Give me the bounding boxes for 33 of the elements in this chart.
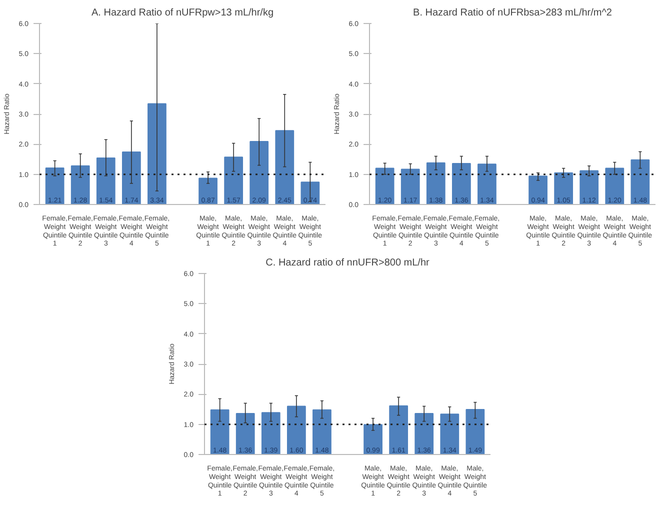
bar	[605, 168, 624, 204]
bar	[400, 168, 420, 204]
bar	[580, 170, 599, 204]
bar	[275, 130, 294, 204]
bar	[414, 412, 434, 454]
bar	[528, 176, 548, 204]
bar	[312, 409, 332, 454]
bar	[554, 172, 574, 204]
chart-title: A. Hazard Ratio of nUFRpw>13 mL/hr/kg	[91, 8, 274, 18]
bar	[440, 414, 460, 454]
bar	[261, 412, 280, 454]
bar	[375, 168, 394, 204]
bar	[466, 409, 485, 454]
bar	[224, 156, 244, 204]
bar	[70, 165, 90, 204]
bar	[96, 158, 116, 204]
bar	[286, 406, 306, 454]
bar	[426, 162, 446, 204]
bar	[300, 182, 320, 204]
bar	[452, 162, 471, 204]
bar	[389, 405, 408, 454]
bar	[364, 424, 382, 454]
bar	[236, 412, 255, 454]
bar	[250, 140, 269, 204]
bar	[630, 159, 650, 204]
chart-title: B. Hazard Ratio of nUFRbsa>283 mL/hr/m^2	[413, 8, 612, 18]
bar	[122, 152, 141, 204]
chart-title: C. Hazard ratio of nnUFR>800 mL/hr	[266, 258, 430, 268]
bar	[198, 178, 218, 204]
bar	[478, 164, 496, 204]
bar	[210, 409, 230, 454]
bar	[45, 168, 64, 204]
bar	[148, 103, 166, 204]
